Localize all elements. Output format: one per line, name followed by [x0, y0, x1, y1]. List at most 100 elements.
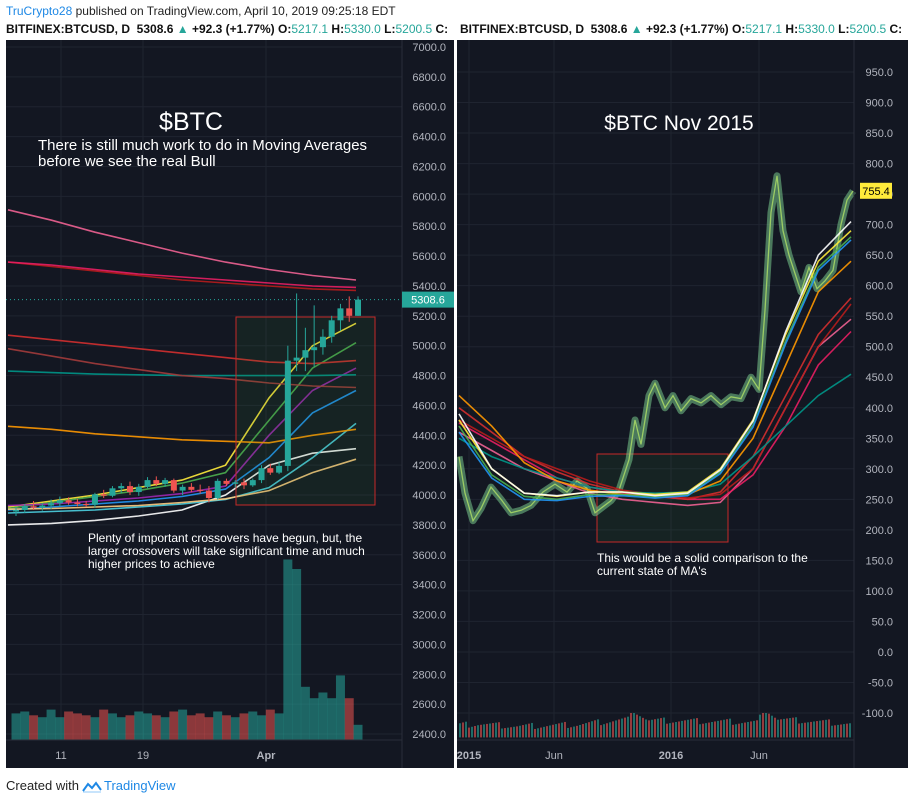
moving-average-line [7, 367, 357, 507]
price-label: 755.4 [862, 186, 890, 198]
price-label: 5308.6 [411, 295, 445, 307]
y-tick-label: 450.0 [865, 372, 893, 384]
candle-body [258, 468, 265, 481]
volume-bar [792, 717, 794, 738]
volume-bar [774, 717, 776, 738]
volume-bar [765, 713, 767, 738]
volume-bar [771, 715, 773, 738]
x-tick-label: 11 [55, 750, 66, 762]
volume-bar [645, 719, 647, 738]
author-link[interactable]: TruCrypto28 [6, 4, 73, 18]
volume-bar [798, 723, 800, 738]
volume-bar [564, 721, 566, 738]
publish-info: published on TradingView.com, April 10, … [75, 4, 396, 18]
volume-bar [528, 723, 530, 738]
y-tick-label: 0.0 [878, 647, 893, 659]
volume-bar [681, 720, 683, 738]
volume-bar [480, 724, 482, 738]
volume-bar [300, 686, 310, 740]
volume-bar [513, 726, 515, 738]
symbol: BITFINEX:BTCUSD, D [6, 22, 130, 36]
volume-bar [588, 722, 590, 738]
volume-bar [531, 722, 533, 738]
candle-body [223, 480, 230, 484]
volume-bar [213, 711, 223, 740]
high-value: 5330.0 [798, 22, 835, 36]
volume-bar [186, 715, 196, 740]
low-label: L: [384, 22, 396, 36]
candle-body [109, 488, 116, 496]
volume-bar [597, 719, 599, 738]
volume-bar [555, 724, 557, 738]
volume-bar [195, 713, 205, 740]
volume-bar [248, 711, 258, 740]
volume-bar [537, 728, 539, 738]
annotation-box: This would be a solid comparison to the … [597, 552, 808, 578]
low-label: L: [838, 22, 850, 36]
volume-bar [72, 713, 82, 740]
y-tick-label: 400.0 [865, 403, 893, 415]
tradingview-link[interactable]: TradingView [103, 778, 176, 793]
volume-bar [741, 723, 743, 738]
volume-bar [600, 725, 602, 738]
volume-bar [516, 726, 518, 738]
volume-bar [768, 713, 770, 738]
high-value: 5330.0 [344, 22, 381, 36]
moving-average-line [7, 334, 357, 365]
candle-body [355, 299, 361, 316]
y-tick-label: 6600.0 [412, 102, 446, 114]
volume-bar [732, 724, 734, 738]
quote-bar-left: BITFINEX:BTCUSD, D 5308.6 ▲ +92.3 (+1.77… [6, 22, 448, 36]
y-tick-label: 2400.0 [412, 729, 446, 741]
volume-bar [534, 728, 536, 738]
volume-bar [633, 713, 635, 738]
volume-bar [292, 569, 302, 740]
chart-panel-right[interactable]: -100.0 -50.0 0.0 50.0 100.0 150.0 200.0 250.0 30… [455, 40, 908, 768]
volume-bar [283, 559, 293, 740]
volume-bar [780, 719, 782, 738]
volume-bar [669, 723, 671, 738]
symbol: BITFINEX:BTCUSD, D [460, 22, 584, 36]
price-label-bg [860, 182, 892, 199]
volume-bar [621, 718, 623, 738]
candle-body [241, 482, 247, 486]
candle-body [74, 502, 81, 505]
volume-bar [90, 717, 100, 740]
moving-average-line [458, 221, 852, 497]
volume-bar [549, 725, 551, 738]
created-with-label: Created with [6, 778, 79, 793]
volume-bar [660, 718, 662, 738]
candle-body [214, 480, 221, 499]
volume-bar [828, 719, 830, 738]
volume-bar [783, 718, 785, 738]
volume-bar [630, 713, 632, 738]
footer: Created with TradingView [6, 778, 176, 793]
moving-average-line [7, 447, 357, 526]
volume-bar [609, 722, 611, 738]
moving-average-line [7, 389, 357, 511]
close-label: C: [435, 22, 449, 36]
candle-body [302, 350, 309, 358]
volume-bar [708, 722, 710, 738]
volume-bar [699, 724, 701, 738]
y-tick-label: 6200.0 [412, 161, 446, 173]
y-tick-label: 4800.0 [412, 371, 446, 383]
volume-bar [612, 721, 614, 738]
volume-bar [471, 726, 473, 738]
chart-panel-left[interactable]: 2400.0 2600.0 2800.0 3000.0 3200.0 3400.0 3600… [6, 40, 454, 768]
volume-bar [501, 728, 503, 738]
candle-body [162, 480, 169, 484]
moving-average-line [7, 209, 357, 281]
y-tick-label: 5000.0 [412, 341, 446, 353]
x-tick-label: Jun [750, 750, 768, 762]
open-value: 5217.1 [745, 22, 783, 36]
y-tick-label: 550.0 [865, 311, 893, 323]
volume-bar [834, 725, 836, 738]
candle-body [337, 308, 344, 321]
annotation-text: This would be a solid comparison to the … [597, 552, 808, 578]
btc-2019-chart[interactable]: 2400.0 2600.0 2800.0 3000.0 3200.0 3400.0 3600… [6, 40, 454, 768]
volume-bar [327, 698, 337, 740]
volume-bar [204, 717, 214, 740]
btc-2015-chart[interactable]: -100.0 -50.0 0.0 50.0 100.0 150.0 200.0 250.0 30… [455, 40, 908, 768]
volume-bar [498, 722, 500, 738]
